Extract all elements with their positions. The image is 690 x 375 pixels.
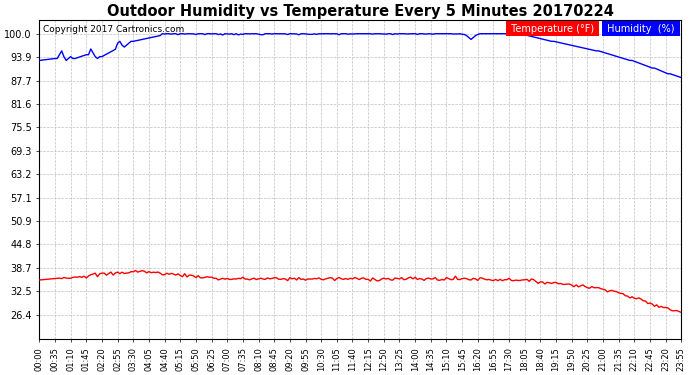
Title: Outdoor Humidity vs Temperature Every 5 Minutes 20170224: Outdoor Humidity vs Temperature Every 5 … [107,4,614,19]
Text: Copyright 2017 Cartronics.com: Copyright 2017 Cartronics.com [43,25,184,34]
Text: Temperature (°F): Temperature (°F) [508,24,598,33]
Text: Humidity  (%): Humidity (%) [604,24,678,33]
